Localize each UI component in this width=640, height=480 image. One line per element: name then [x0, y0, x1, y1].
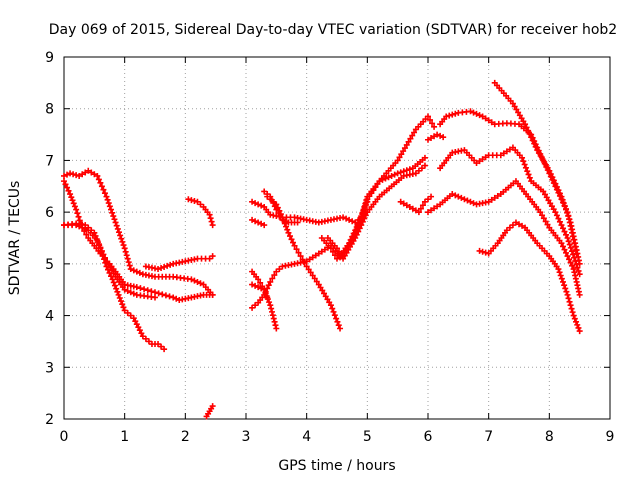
series-s9-markers — [249, 216, 268, 229]
y-tick-label: 4 — [45, 309, 54, 325]
series-s23-markers — [476, 219, 583, 335]
y-tick-label: 2 — [45, 412, 54, 428]
series-s20-markers — [425, 178, 583, 298]
x-axis: 0 1 2 3 4 5 6 7 8 9 — [60, 57, 615, 445]
x-tick-label: 6 — [424, 429, 433, 445]
series-s15-markers — [318, 113, 438, 262]
series-s18-markers — [425, 131, 447, 143]
y-tick-label: 7 — [45, 153, 54, 169]
series-s16 — [324, 162, 428, 262]
series-s7-markers — [203, 403, 216, 420]
series-s2 — [61, 178, 216, 304]
series-s4-markers — [61, 222, 158, 301]
series-s7 — [203, 403, 216, 420]
series-s2-markers — [61, 178, 216, 304]
series-s3-markers — [61, 220, 168, 353]
y-tick-label: 5 — [45, 257, 54, 273]
series-s18 — [425, 131, 447, 143]
series-s22-markers — [491, 79, 583, 267]
series-s12-markers — [249, 281, 271, 301]
series-s4 — [61, 222, 158, 301]
series-s1-markers — [61, 167, 216, 298]
series-s6 — [185, 196, 216, 229]
series-s5-markers — [142, 253, 216, 273]
y-axis: 2 3 4 5 6 7 8 9 — [45, 50, 610, 428]
data-series — [61, 79, 583, 420]
series-s1 — [61, 167, 216, 298]
x-tick-label: 8 — [545, 429, 554, 445]
x-tick-label: 3 — [242, 429, 251, 445]
x-tick-label: 4 — [302, 429, 311, 445]
x-tick-label: 5 — [363, 429, 372, 445]
series-s12 — [249, 281, 271, 301]
x-tick-label: 2 — [181, 429, 190, 445]
series-s17-markers — [397, 193, 435, 216]
series-s23 — [476, 219, 583, 335]
x-tick-label: 7 — [484, 429, 493, 445]
plot-area — [63, 56, 611, 420]
series-s22 — [491, 79, 583, 267]
grid — [64, 57, 610, 419]
series-s3 — [61, 220, 168, 353]
series-s19-markers — [437, 108, 580, 257]
series-s17 — [397, 193, 435, 216]
chart-title: Day 069 of 2015, Sidereal Day-to-day VTE… — [49, 22, 617, 38]
y-tick-label: 3 — [45, 360, 54, 376]
x-tick-label: 9 — [606, 429, 615, 445]
x-tick-label: 0 — [60, 429, 69, 445]
x-axis-label: GPS time / hours — [278, 458, 395, 474]
y-tick-label: 8 — [45, 102, 54, 118]
series-s14-markers — [261, 188, 301, 226]
series-s5 — [142, 253, 216, 273]
series-s16-markers — [324, 162, 428, 262]
series-s15 — [318, 113, 438, 262]
series-s21-markers — [437, 144, 583, 278]
series-s21 — [437, 144, 583, 278]
series-s14 — [261, 188, 301, 226]
series-s20 — [425, 178, 583, 298]
series-s6-markers — [185, 196, 216, 229]
series-s19 — [437, 108, 580, 257]
y-tick-label: 6 — [45, 205, 54, 221]
y-axis-label: SDTVAR / TECUs — [7, 181, 23, 296]
y-tick-label: 9 — [45, 50, 54, 66]
series-s9 — [249, 216, 268, 229]
x-tick-label: 1 — [120, 429, 129, 445]
